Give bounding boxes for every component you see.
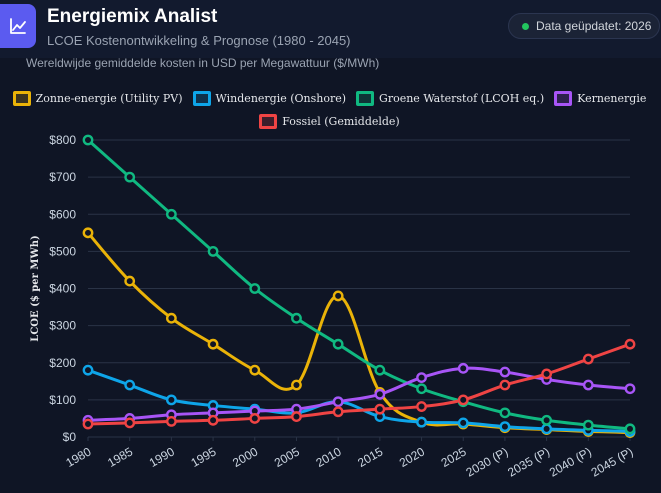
- data-point: [124, 171, 136, 183]
- x-tick-label: 2035 (P): [505, 444, 552, 479]
- data-point: [499, 379, 511, 391]
- data-point: [624, 383, 636, 395]
- x-tick-label: 1980: [63, 444, 93, 470]
- x-tick-label: 2040 (P): [547, 444, 594, 479]
- data-point: [624, 338, 636, 350]
- legend-swatch: [554, 90, 573, 106]
- x-tick-label: 2010: [314, 444, 344, 470]
- data-point: [249, 283, 261, 294]
- legend-swatch: [356, 90, 375, 106]
- legend-label: Fossiel (Gemiddelde): [282, 114, 400, 128]
- y-tick-label: $500: [49, 244, 76, 258]
- legend-label: Windenergie (Onshore): [215, 91, 347, 105]
- x-tick-label: 2005: [272, 444, 302, 470]
- data-point: [374, 364, 386, 376]
- data-point: [291, 411, 302, 422]
- data-point: [374, 388, 386, 400]
- data-point: [165, 416, 177, 427]
- data-point: [457, 394, 469, 406]
- data-point: [416, 416, 427, 428]
- data-point: [541, 423, 553, 435]
- x-tick-label: 2015: [355, 444, 385, 470]
- y-tick-label: $800: [49, 133, 76, 147]
- data-point: [332, 396, 344, 408]
- x-tick-label: 1990: [147, 444, 177, 470]
- data-point: [416, 383, 427, 395]
- data-point: [541, 414, 553, 426]
- chart-legend: Zonne-energie (Utility PV) Windenergie (O…: [0, 90, 661, 136]
- data-point: [165, 208, 177, 220]
- x-tick-label: 2020: [397, 444, 427, 470]
- data-point: [124, 379, 136, 391]
- legend-label: Groene Waterstof (LCOH eq.): [379, 91, 545, 105]
- chart-caption: Wereldwijde gemiddelde kosten in USD per…: [26, 56, 380, 70]
- y-tick-label: $400: [49, 282, 76, 296]
- app-header: Energiemix Analist LCOE Kostenontwikkeli…: [0, 0, 661, 58]
- data-point: [374, 403, 386, 415]
- data-point: [499, 421, 511, 433]
- data-point: [332, 338, 344, 350]
- status-badge-label: Data geüpdatet: 2026: [536, 19, 652, 33]
- data-point: [82, 134, 94, 146]
- data-point: [249, 364, 261, 376]
- data-point: [582, 353, 594, 365]
- x-tick-label: 1995: [188, 444, 218, 470]
- data-point: [457, 417, 469, 429]
- data-point: [416, 372, 427, 383]
- app-subtitle: LCOE Kostenontwikkeling & Prognose (1980…: [47, 33, 351, 48]
- data-point: [124, 275, 136, 287]
- data-point: [291, 379, 302, 391]
- x-tick-label: 1985: [105, 444, 135, 470]
- data-point: [207, 245, 219, 257]
- y-tick-label: $0: [63, 430, 77, 444]
- legend-swatch: [259, 113, 278, 129]
- app-title: Energiemix Analist: [47, 6, 218, 27]
- data-point: [165, 312, 177, 324]
- legend-item[interactable]: Groene Waterstof (LCOH eq.): [356, 90, 544, 106]
- data-point: [82, 364, 94, 376]
- data-point: [207, 338, 219, 350]
- data-point: [165, 394, 177, 406]
- x-tick-label: 2000: [230, 444, 260, 470]
- x-tick-label: 2045 (P): [589, 444, 636, 479]
- data-point: [499, 366, 511, 378]
- x-tick-label: 2030 (P): [464, 444, 511, 479]
- data-point: [82, 227, 94, 239]
- y-tick-label: $700: [49, 170, 76, 184]
- line-chart-icon: [10, 18, 26, 34]
- legend-swatch: [12, 90, 31, 106]
- data-point: [541, 368, 553, 380]
- legend-item[interactable]: Zonne-energie (Utility PV): [12, 90, 183, 106]
- data-point: [624, 423, 636, 435]
- y-tick-label: $100: [49, 393, 76, 407]
- data-point: [416, 401, 427, 412]
- data-point: [332, 406, 344, 418]
- data-point: [124, 417, 136, 429]
- legend-label: Kernenergie: [577, 91, 647, 105]
- y-tick-label: $600: [49, 207, 76, 221]
- legend-item[interactable]: Windenergie (Onshore): [192, 90, 347, 106]
- data-point: [291, 312, 302, 324]
- series-line: [87, 138, 631, 431]
- data-point: [582, 419, 594, 431]
- y-axis-title: LCOE ($ per MWh): [30, 235, 41, 341]
- app-logo: [0, 4, 36, 48]
- status-badge: Data geüpdatet: 2026: [508, 13, 660, 39]
- data-point: [249, 413, 261, 424]
- legend-item[interactable]: Fossiel (Gemiddelde): [259, 113, 400, 129]
- y-tick-label: $200: [49, 356, 76, 370]
- data-point: [457, 362, 469, 374]
- data-point: [332, 290, 344, 302]
- data-point: [82, 418, 94, 430]
- data-point: [207, 414, 219, 426]
- legend-label: Zonne-energie (Utility PV): [35, 91, 183, 105]
- y-tick-label: $300: [49, 319, 76, 333]
- legend-item[interactable]: Kernenergie: [554, 90, 646, 106]
- legend-swatch: [192, 90, 211, 106]
- data-point: [499, 407, 511, 419]
- data-point: [582, 379, 594, 391]
- status-dot-icon: [522, 22, 529, 30]
